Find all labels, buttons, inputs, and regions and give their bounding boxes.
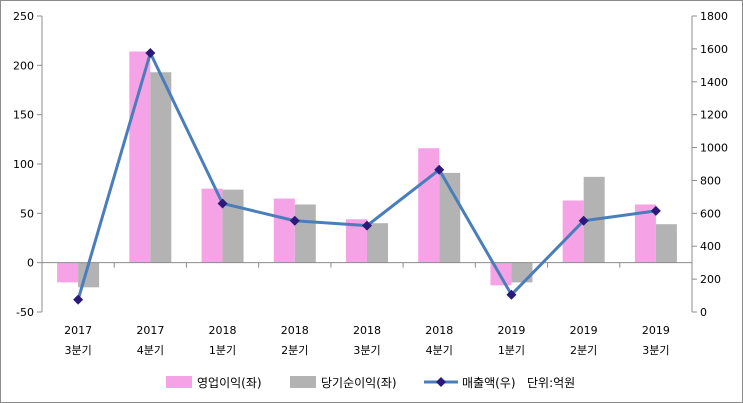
category-quarter-label: 4분기 bbox=[137, 344, 164, 357]
bar-net-income bbox=[150, 72, 172, 263]
bar-series-group bbox=[57, 51, 677, 288]
axes-group bbox=[37, 15, 697, 313]
legend-swatch-revenue-marker bbox=[436, 377, 446, 387]
unit-note: 단위:억원 bbox=[527, 376, 575, 390]
right-tick-label: 1400 bbox=[700, 76, 728, 89]
legend-label-revenue: 매출액(우) bbox=[462, 376, 516, 390]
revenue-point bbox=[217, 198, 228, 209]
bar-operating-profit bbox=[129, 51, 151, 263]
revenue-point bbox=[145, 48, 156, 58]
tick-labels-group: -50 0 50 100 150 200 250 0 200 400 600 800 1000 1200 1… bbox=[13, 10, 728, 319]
bar-operating-profit bbox=[57, 262, 79, 283]
right-tick-label: 1800 bbox=[700, 10, 728, 23]
category-year-label: 2018 bbox=[353, 324, 381, 337]
bar-operating-profit bbox=[634, 204, 656, 263]
revenue-point bbox=[506, 289, 517, 300]
bar-operating-profit bbox=[273, 198, 295, 263]
category-quarter-label: 1분기 bbox=[209, 344, 236, 357]
line-series-group bbox=[73, 48, 661, 305]
right-tick-label: 1200 bbox=[700, 109, 728, 122]
category-quarter-label: 3분기 bbox=[64, 344, 91, 357]
left-tick-label: 200 bbox=[13, 59, 34, 72]
right-tick-label: 200 bbox=[700, 273, 721, 286]
category-quarter-label: 1분기 bbox=[498, 344, 525, 357]
right-tick-label: 0 bbox=[700, 306, 707, 319]
right-tick-label: 600 bbox=[700, 207, 721, 220]
bar-net-income bbox=[222, 189, 244, 263]
bar-operating-profit bbox=[346, 219, 367, 263]
category-quarter-label: 2분기 bbox=[570, 344, 597, 357]
right-tick-label: 800 bbox=[700, 174, 721, 187]
left-tick-label: 150 bbox=[13, 109, 34, 122]
category-year-label: 2017 bbox=[64, 324, 92, 337]
bar-net-income bbox=[511, 262, 533, 283]
right-tick-label: 1000 bbox=[700, 142, 728, 155]
category-labels-group: 2017 3분기 2017 4분기 2018 1분기 2018 2분기 2018 3분기 2018 4… bbox=[64, 324, 670, 357]
revenue-point bbox=[362, 220, 372, 231]
legend-label-net-income: 당기순이익(좌) bbox=[321, 376, 397, 390]
category-quarter-label: 3분기 bbox=[642, 344, 669, 357]
legend-swatch-net-income bbox=[290, 376, 316, 388]
left-tick-label: -50 bbox=[16, 306, 34, 319]
revenue-point bbox=[434, 164, 445, 175]
revenue-point bbox=[289, 215, 300, 226]
category-year-label: 2017 bbox=[136, 324, 164, 337]
category-year-label: 2018 bbox=[281, 324, 309, 337]
revenue-point bbox=[73, 294, 84, 305]
bar-net-income bbox=[655, 224, 677, 263]
left-tick-label: 250 bbox=[13, 10, 34, 23]
category-quarter-label: 4분기 bbox=[426, 344, 453, 357]
revenue-point bbox=[650, 205, 661, 216]
category-year-label: 2019 bbox=[642, 324, 670, 337]
bar-net-income bbox=[367, 223, 388, 263]
category-year-label: 2018 bbox=[425, 324, 453, 337]
category-quarter-label: 2분기 bbox=[281, 344, 308, 357]
bar-net-income bbox=[294, 204, 316, 263]
revenue-point bbox=[578, 215, 589, 226]
category-year-label: 2019 bbox=[497, 324, 525, 337]
legend-swatch-operating-profit bbox=[166, 376, 192, 388]
right-tick-label: 400 bbox=[700, 240, 721, 253]
bar-operating-profit bbox=[201, 188, 223, 263]
right-tick-label: 1600 bbox=[700, 43, 728, 56]
legend-label-operating-profit: 영업이익(좌) bbox=[197, 376, 262, 390]
legend: 영업이익(좌) 당기순이익(좌) 매출액(우) 단위:억원 bbox=[166, 376, 575, 390]
category-year-label: 2019 bbox=[570, 324, 598, 337]
left-tick-label: 0 bbox=[27, 257, 34, 270]
category-quarter-label: 3분기 bbox=[353, 344, 380, 357]
left-tick-label: 50 bbox=[20, 207, 34, 220]
left-tick-label: 100 bbox=[13, 158, 34, 171]
bar-operating-profit bbox=[418, 148, 440, 263]
category-year-label: 2018 bbox=[209, 324, 237, 337]
